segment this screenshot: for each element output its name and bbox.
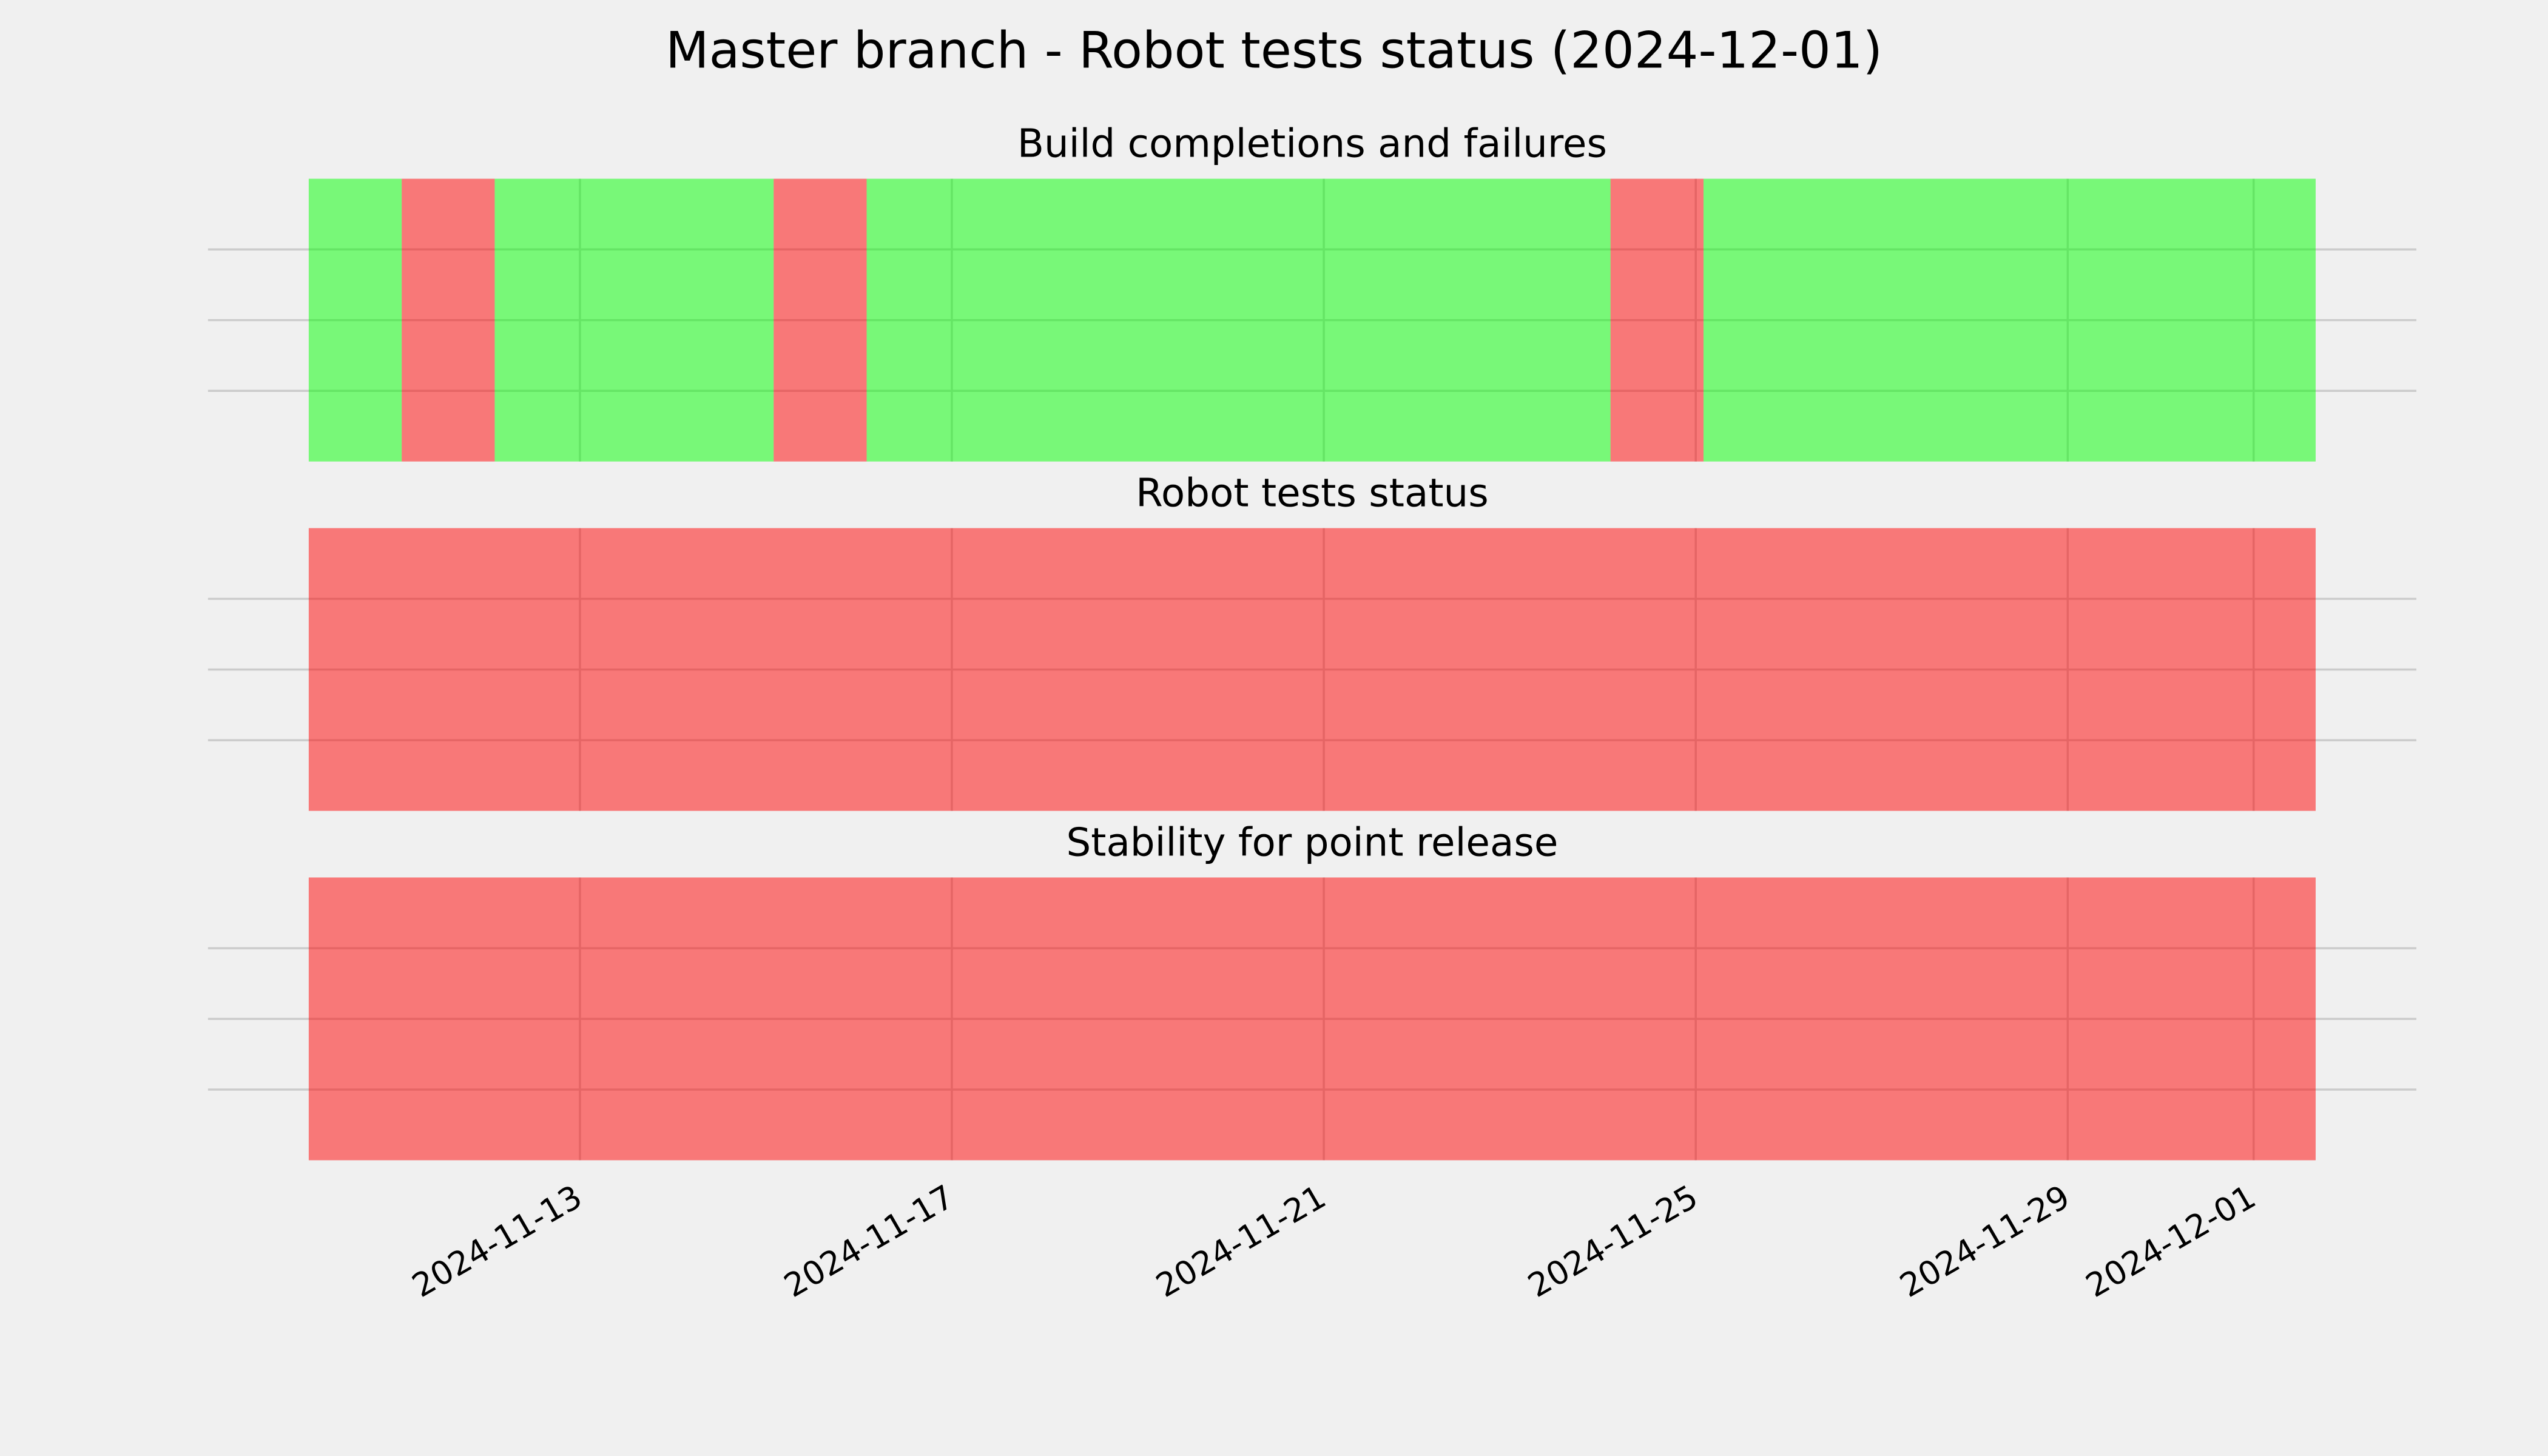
panel-title: Stability for point release xyxy=(1067,820,1559,865)
status-span xyxy=(402,178,495,462)
panel-title: Build completions and failures xyxy=(1017,121,1607,167)
status-span xyxy=(308,528,2316,811)
chart-title: Master branch - Robot tests status (2024… xyxy=(666,21,1882,79)
status-span xyxy=(308,877,2316,1161)
status-span xyxy=(1610,178,1704,462)
status-span xyxy=(1703,178,2316,462)
status-span xyxy=(494,178,774,462)
status-span xyxy=(774,178,867,462)
status-span xyxy=(866,178,1611,462)
status-span xyxy=(308,178,402,462)
panel-title: Robot tests status xyxy=(1136,471,1489,516)
